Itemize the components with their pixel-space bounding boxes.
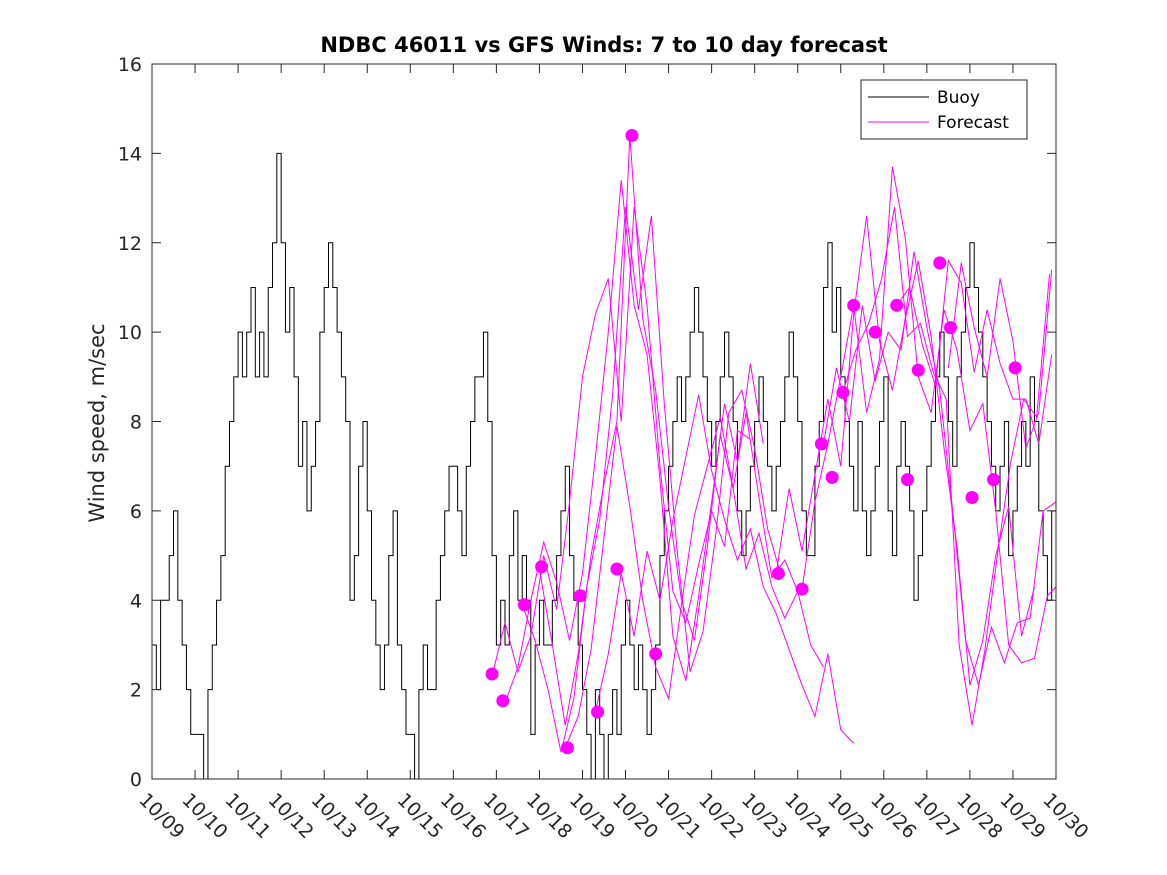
forecast-marker [944, 321, 958, 335]
buoy-line [152, 152, 1056, 780]
forecast-marker [649, 647, 663, 661]
forecast-marker [868, 325, 882, 339]
y-tick-label: 4 [130, 590, 142, 612]
y-tick-label: 14 [118, 143, 142, 165]
y-axis-label: Wind speed, m/sec [85, 323, 109, 522]
legend: Buoy Forecast [860, 79, 1028, 140]
buoy-series [152, 152, 1056, 780]
y-tick-label: 8 [130, 412, 142, 434]
y-tick-label: 10 [118, 322, 142, 344]
forecast-marker [987, 473, 1001, 487]
forecast-trace [594, 394, 855, 744]
y-tick-label: 12 [118, 233, 142, 255]
y-axis: 0 2 4 6 8 10 12 14 16 [118, 54, 1056, 791]
forecast-trace [947, 262, 1053, 449]
forecast-marker [933, 256, 947, 270]
y-tick-label: 16 [118, 54, 142, 76]
y-tick-label: 6 [130, 501, 142, 523]
forecast-marker [517, 598, 531, 612]
forecast-marker [795, 582, 809, 596]
forecast-marker [560, 741, 574, 755]
forecast-trace [823, 251, 1057, 686]
forecast-marker [847, 298, 861, 312]
forecast-marker [911, 363, 925, 377]
forecast-trace [491, 206, 751, 677]
forecast-trace [801, 166, 1057, 664]
forecast-markers [485, 129, 1022, 755]
forecast-trace [896, 259, 1053, 444]
chart-title: NDBC 46011 vs GFS Winds: 7 to 10 day for… [320, 33, 887, 57]
forecast-marker [625, 129, 639, 142]
forecast-marker [573, 589, 587, 603]
legend-forecast-label: Forecast [937, 113, 1009, 133]
forecast-marker [496, 694, 510, 708]
y-tick-label: 2 [130, 680, 142, 702]
forecast-marker [610, 562, 624, 576]
plot-area [152, 129, 1057, 780]
forecast-marker [900, 473, 914, 487]
forecast-marker [535, 560, 549, 574]
legend-box [860, 79, 1028, 140]
y-tick-label: 0 [130, 769, 142, 791]
forecast-trace [538, 135, 799, 726]
forecast-marker [836, 385, 850, 399]
forecast-marker [485, 667, 499, 681]
forecast-marker [890, 298, 904, 312]
forecast-marker [771, 566, 785, 580]
forecast-trace [521, 206, 781, 753]
legend-buoy-label: Buoy [937, 88, 980, 108]
forecast-marker [825, 470, 839, 484]
forecast-marker [1008, 361, 1022, 375]
forecast-marker [591, 705, 605, 719]
forecast-trace [842, 206, 1051, 726]
forecast-marker [814, 437, 828, 451]
forecast-trace [564, 416, 824, 748]
forecast-marker [965, 490, 979, 504]
